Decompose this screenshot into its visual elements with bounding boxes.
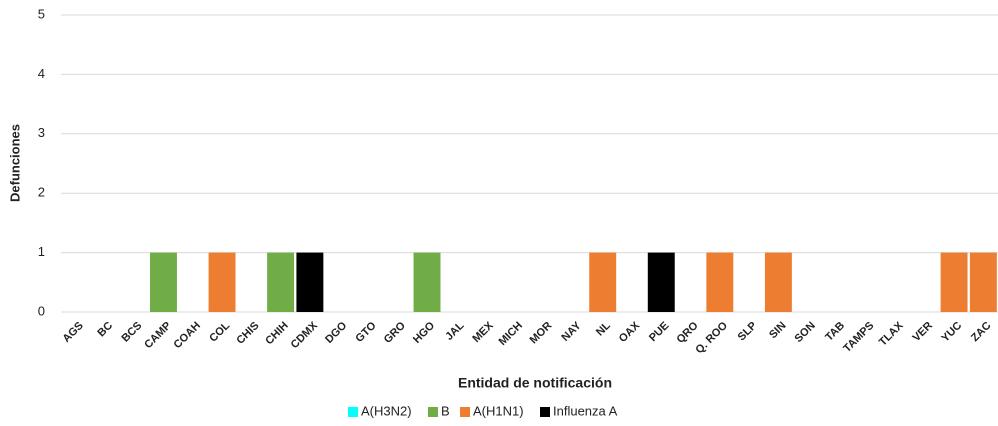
legend-swatch bbox=[348, 407, 358, 417]
bar-segment bbox=[150, 252, 177, 312]
x-tick-label: BC bbox=[95, 320, 115, 340]
x-tick-label: VER bbox=[910, 320, 935, 345]
legend-swatch bbox=[540, 407, 550, 417]
bar-segment bbox=[296, 252, 324, 312]
x-tick-label: CHIS bbox=[234, 320, 261, 347]
x-tick-label: TAMPS bbox=[841, 320, 876, 355]
bar-segment bbox=[706, 252, 734, 312]
x-tick-label: MICH bbox=[497, 320, 525, 348]
x-tick-label: DGO bbox=[323, 319, 350, 346]
y-axis-title: Defunciones bbox=[7, 124, 22, 202]
legend-swatch bbox=[428, 407, 438, 417]
x-tick-label: COL bbox=[207, 320, 232, 345]
x-tick-label: CHIH bbox=[263, 320, 291, 348]
x-tick-label: NAY bbox=[559, 319, 584, 344]
x-tick-label: QRO bbox=[675, 319, 702, 346]
x-tick-label: ZAC bbox=[969, 320, 994, 345]
bar-segment bbox=[647, 252, 675, 312]
y-tick-label: 4 bbox=[38, 66, 45, 81]
x-tick-label: CAMP bbox=[142, 320, 173, 351]
bar-segment bbox=[969, 252, 997, 312]
x-tick-label: HGO bbox=[411, 319, 438, 346]
x-tick-label: YUC bbox=[939, 320, 964, 345]
y-tick-label: 1 bbox=[38, 244, 45, 259]
x-tick-label: MEX bbox=[470, 319, 496, 345]
x-tick-label: MOR bbox=[528, 320, 555, 347]
y-tick-label: 3 bbox=[38, 125, 45, 140]
x-tick-label: AGS bbox=[60, 320, 85, 345]
bar-segment bbox=[764, 252, 792, 312]
x-tick-label: NL bbox=[594, 319, 613, 338]
y-tick-label: 2 bbox=[38, 185, 45, 200]
legend-label: B bbox=[441, 403, 450, 418]
bar-segment bbox=[208, 252, 236, 312]
x-tick-label: SON bbox=[793, 320, 818, 345]
x-axis-title: Entidad de notificación bbox=[458, 375, 612, 391]
bar-segment bbox=[589, 252, 617, 312]
bar-segment bbox=[267, 252, 295, 312]
legend-label: A(H1N1) bbox=[473, 403, 524, 418]
legend-swatch bbox=[460, 407, 470, 417]
x-tick-label: PUE bbox=[647, 320, 671, 344]
x-tick-label: COAH bbox=[172, 320, 203, 351]
x-tick-label: BCS bbox=[119, 320, 144, 345]
x-tick-label: TLAX bbox=[877, 319, 906, 348]
x-tick-label: OAX bbox=[617, 319, 643, 345]
x-tick-label: SIN bbox=[767, 320, 788, 341]
legend-label: Influenza A bbox=[553, 403, 618, 418]
bar-segment bbox=[413, 252, 441, 312]
legend-label: A(H3N2) bbox=[361, 403, 412, 418]
x-tick-label: SLP bbox=[736, 320, 760, 344]
x-tick-label: GTO bbox=[353, 319, 379, 345]
x-tick-label: TAB bbox=[823, 320, 847, 344]
x-tick-label: CDMX bbox=[289, 319, 321, 351]
x-tick-label: Q. ROO bbox=[693, 319, 730, 356]
y-tick-label: 5 bbox=[38, 6, 45, 21]
x-tick-label: GRO bbox=[382, 319, 409, 346]
bar-segment bbox=[940, 252, 968, 312]
y-tick-label: 0 bbox=[38, 303, 45, 318]
x-tick-label: JAL bbox=[443, 319, 466, 342]
